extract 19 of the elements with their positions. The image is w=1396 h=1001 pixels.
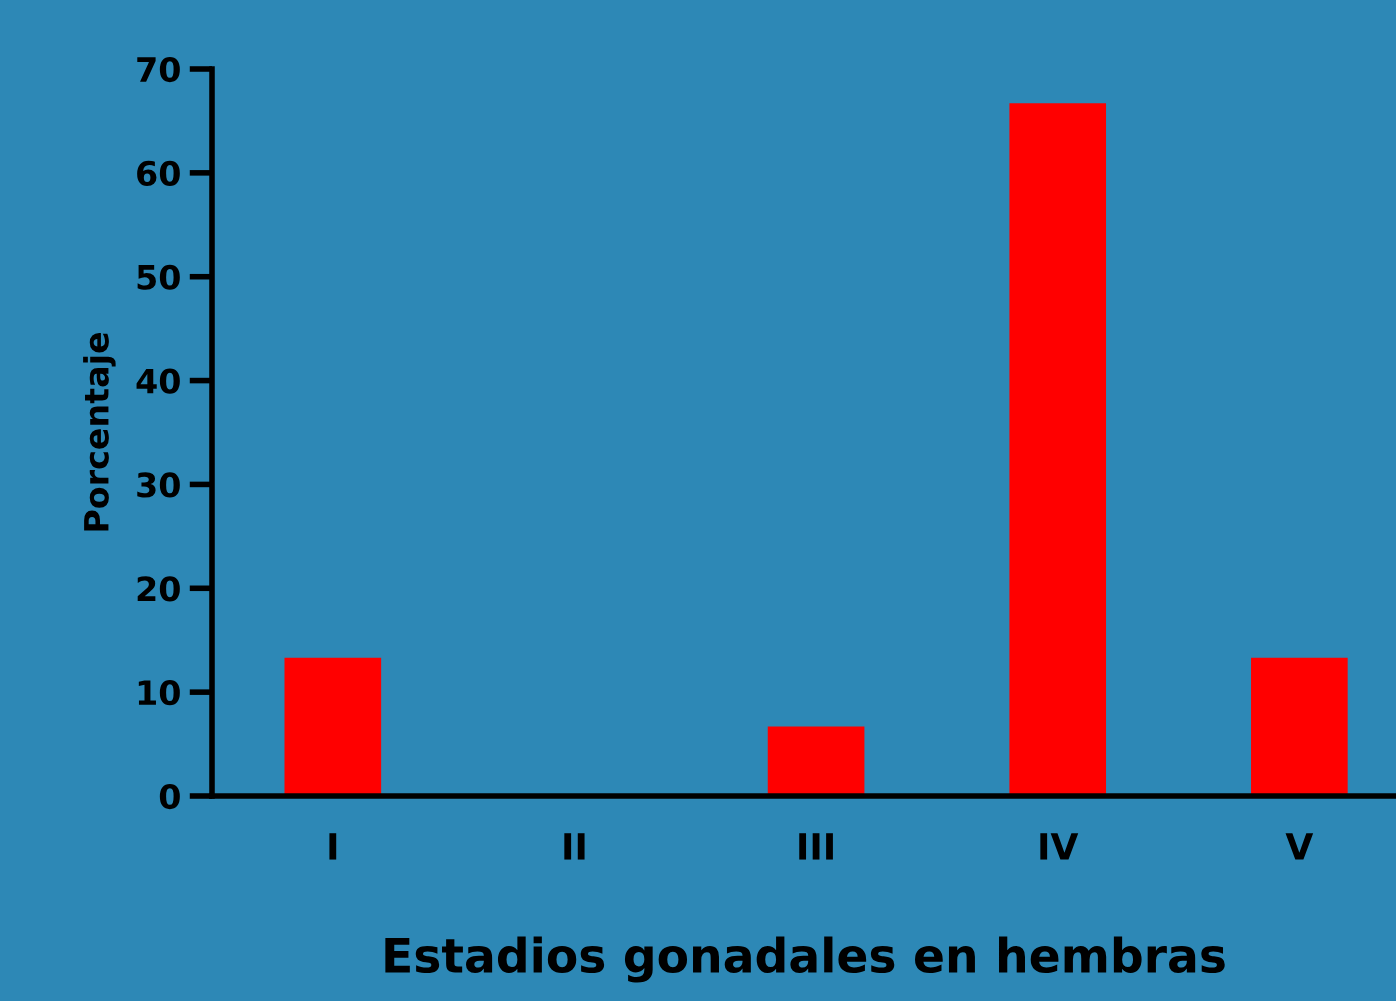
y-tick-label: 50: [137, 264, 180, 290]
y-tick-label: 60: [137, 160, 180, 186]
y-tick-label: 10: [138, 680, 180, 706]
y-tick-label: 20: [137, 576, 180, 602]
y-tick-label: 30: [137, 472, 180, 498]
x-tick-label: III: [799, 833, 833, 860]
y-tick-label: 0: [159, 783, 180, 810]
bar: [1009, 103, 1107, 796]
x-tick-label: V: [1285, 833, 1314, 860]
y-tick-label: 40: [136, 368, 180, 394]
x-tick-label: I: [329, 833, 337, 860]
bar: [284, 657, 382, 796]
x-axis-title: Estadios gonadales en hembras: [385, 936, 1225, 983]
bar: [1251, 657, 1348, 796]
y-tick-label: 70: [137, 56, 180, 83]
x-tick-label: II: [564, 833, 585, 860]
y-axis-title: Porcentaje: [83, 332, 116, 531]
bar: [767, 726, 865, 796]
x-tick-label: IV: [1040, 833, 1079, 860]
